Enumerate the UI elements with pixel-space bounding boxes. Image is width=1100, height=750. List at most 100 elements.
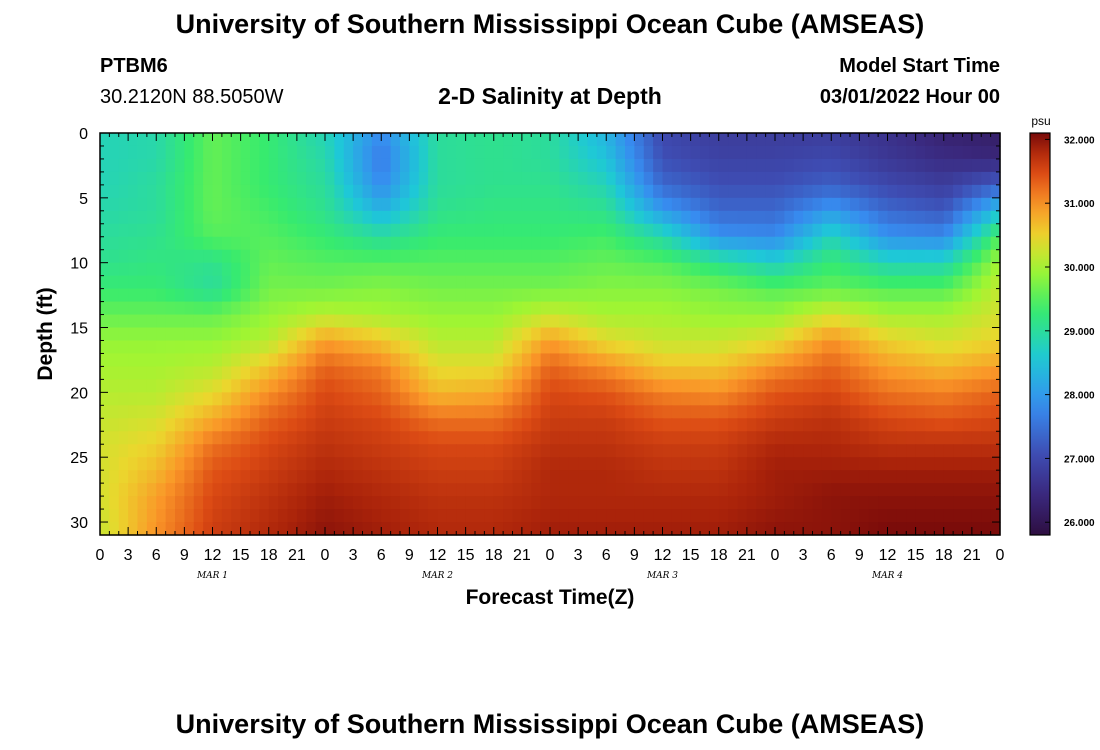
heatmap-cell [315,340,326,355]
heatmap-cell [606,457,617,471]
heatmap-cell [540,327,551,342]
heatmap-cell [953,509,964,523]
heatmap-cell [568,340,579,355]
heatmap-cell [203,431,214,445]
heatmap-cell [437,457,448,471]
heatmap-cell [559,210,570,225]
heatmap-cell [165,145,176,160]
heatmap-cell [878,314,889,329]
heatmap-cell [400,223,410,238]
heatmap-cell [925,509,935,523]
heatmap-cell [756,522,767,536]
heatmap-cell [653,197,664,212]
heatmap-cell [493,236,504,251]
heatmap-cell [409,210,420,225]
heatmap-cell [718,145,729,160]
heatmap-cell [550,133,560,147]
heatmap-cell [625,366,635,380]
heatmap-cell [231,262,242,277]
heatmap-cell [662,457,673,471]
heatmap-cell [521,210,532,225]
heatmap-cell [990,314,1001,329]
heatmap-cell [325,275,335,290]
heatmap-cell [793,249,804,264]
heatmap-cell [212,133,223,147]
heatmap-cell [531,483,542,497]
heatmap-cell [278,327,289,342]
heatmap-cell [728,340,739,355]
heatmap-cell [484,379,495,393]
heatmap-cell [503,444,514,458]
heatmap-cell [437,184,448,199]
heatmap-cell [240,314,251,329]
heatmap-cell [240,197,251,212]
heatmap-cell [193,353,204,368]
heatmap-cell [446,197,457,212]
heatmap-cell [606,158,617,173]
heatmap-cell [878,457,889,471]
heatmap-cell [475,262,485,277]
heatmap-cell [400,236,410,251]
heatmap-cell [784,184,795,199]
heatmap-cell [315,288,326,303]
heatmap-cell [512,236,523,251]
heatmap-cell [681,275,692,290]
heatmap-cell [175,236,185,251]
heatmap-cell [859,236,870,251]
heatmap-cell [953,210,964,225]
heatmap-cell [446,301,457,316]
heatmap-cell [634,275,645,290]
heatmap-cell [868,392,879,406]
heatmap-cell [681,327,692,342]
heatmap-cell [840,379,851,393]
heatmap-cell [512,509,523,523]
heatmap-cell [371,314,382,329]
heatmap-cell [353,418,364,432]
heatmap-cell [868,353,879,368]
heatmap-cell [184,133,195,147]
heatmap-cell [100,418,110,432]
heatmap-cell [428,379,439,393]
heatmap-cell [493,353,504,368]
heatmap-cell [371,288,382,303]
heatmap-cell [353,444,364,458]
heatmap-cell [128,223,139,238]
heatmap-cell [662,418,673,432]
heatmap-cell [212,288,223,303]
heatmap-cell [559,418,570,432]
heatmap-cell [446,418,457,432]
heatmap-cell [812,340,823,355]
heatmap-cell [390,483,401,497]
heatmap-cell [456,145,467,160]
heatmap-cell [878,133,889,147]
heatmap-cell [259,262,270,277]
heatmap-cell [878,184,889,199]
heatmap-cell [728,223,739,238]
heatmap-cell [343,379,354,393]
heatmap-cell [446,353,457,368]
heatmap-cell [578,184,589,199]
heatmap-cell [118,470,129,484]
heatmap-cell [859,249,870,264]
heatmap-cell [784,301,795,316]
heatmap-cell [625,133,635,147]
heatmap-cell [221,275,232,290]
heatmap-cell [990,145,1001,160]
heatmap-cell [156,158,167,173]
heatmap-cell [146,444,157,458]
heatmap-cell [475,392,485,406]
heatmap-cell [353,366,364,380]
heatmap-cell [690,314,701,329]
heatmap-cell [728,509,739,523]
heatmap-cell [915,470,926,484]
heatmap-cell [334,392,345,406]
heatmap-cell [878,509,889,523]
heatmap-cell [662,483,673,497]
heatmap-cell [343,327,354,342]
heatmap-cell [690,483,701,497]
heatmap-cell [878,210,889,225]
heatmap-cell [793,262,804,277]
heatmap-cell [850,340,860,355]
heatmap-cell [718,249,729,264]
heatmap-cell [700,366,710,380]
